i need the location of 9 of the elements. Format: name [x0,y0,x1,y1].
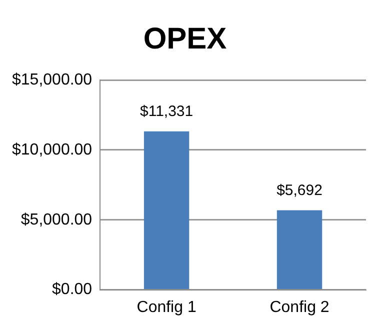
x-tick-label: Config 1 [136,298,196,316]
x-tick-label: Config 2 [270,298,330,316]
chart-title: OPEX [143,22,227,56]
y-tick-label: $5,000.00 [20,211,92,228]
data-label: $11,331 [140,102,194,120]
y-tick-label: $0.00 [52,281,92,298]
y-tick-label: $10,000.00 [12,141,92,158]
y-tick-label: $15,000.00 [12,71,92,88]
data-label: $5,692 [276,182,322,199]
